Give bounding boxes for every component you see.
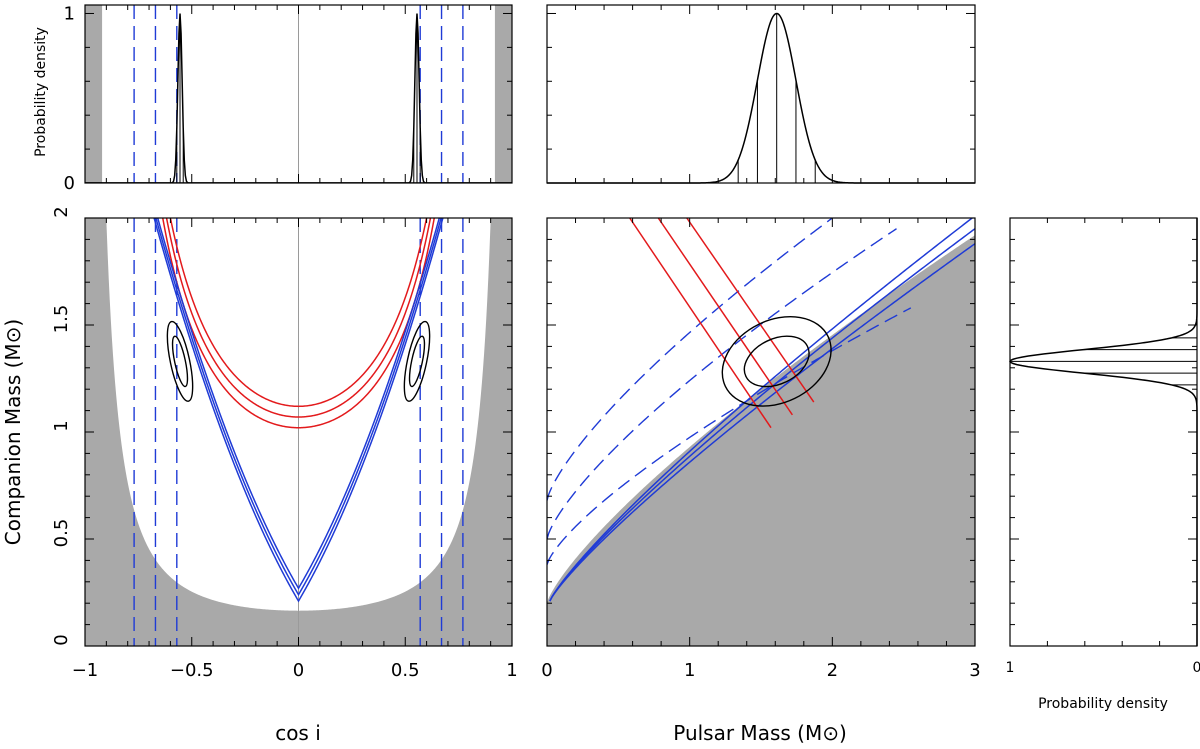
top-left-ylabel: Probability density bbox=[33, 27, 49, 157]
ytick-label: 0 bbox=[64, 173, 75, 194]
xtick-label: 3 bbox=[969, 660, 980, 681]
xtick-label: 2 bbox=[827, 660, 838, 681]
blue-constraint-curve bbox=[156, 218, 441, 590]
right-xlabel: Probability density bbox=[1038, 696, 1168, 712]
ytick-label: 0 bbox=[51, 634, 72, 645]
main-left-xlabel: cos i bbox=[275, 721, 321, 745]
confidence-contour bbox=[171, 335, 189, 388]
confidence-contour bbox=[403, 320, 431, 402]
top-middle-frame bbox=[546, 4, 976, 184]
blue-constraint-curve bbox=[153, 218, 444, 603]
main-left-ylabel: Companion Mass (M⊙) bbox=[1, 319, 25, 545]
excluded-region bbox=[494, 5, 512, 183]
red-constraint-line bbox=[657, 218, 794, 416]
ytick-label: 1.5 bbox=[51, 305, 72, 334]
red-constraint-line bbox=[686, 218, 815, 403]
confidence-contour bbox=[408, 335, 426, 388]
blue-dashed-curve bbox=[547, 218, 833, 501]
excluded-region bbox=[547, 235, 975, 646]
right-frame bbox=[1009, 217, 1198, 647]
xtick-label: 0 bbox=[293, 660, 304, 681]
confidence-contour bbox=[721, 315, 832, 407]
ytick-label: 2 bbox=[51, 206, 72, 217]
panel-top-middle bbox=[546, 4, 976, 184]
main-middle-xlabel: Pulsar Mass (M⊙) bbox=[673, 721, 847, 745]
xtick-label: −0.5 bbox=[170, 660, 214, 681]
red-constraint-curve bbox=[169, 218, 428, 408]
blue-dashed-curve bbox=[547, 307, 912, 565]
confidence-contour bbox=[743, 335, 810, 388]
xtick-label: 0.5 bbox=[391, 660, 420, 681]
ytick-label: 0.5 bbox=[51, 519, 72, 548]
excluded-region bbox=[85, 218, 512, 646]
panel-top-left: 01 bbox=[64, 3, 513, 194]
xtick-label: 1 bbox=[1006, 660, 1015, 676]
xtick-label: 0 bbox=[541, 660, 552, 681]
xtick-label: −1 bbox=[72, 660, 99, 681]
xtick-label: 0 bbox=[1193, 660, 1200, 676]
ytick-label: 1 bbox=[64, 3, 75, 24]
posterior-curve bbox=[547, 12, 975, 184]
panel-main-middle: 0 1 2 3 bbox=[541, 217, 981, 681]
xtick-label: 1 bbox=[506, 660, 517, 681]
main-middle-plot-area bbox=[547, 218, 975, 646]
excluded-region bbox=[85, 5, 103, 183]
panel-main-left: −1 −0.5 0 0.5 1 0 0.5 1 1.5 2 bbox=[51, 206, 518, 681]
confidence-contour bbox=[166, 320, 194, 402]
ytick-label: 1 bbox=[51, 420, 72, 431]
top-left-plot-area bbox=[85, 5, 512, 183]
blue-constraint-line bbox=[549, 228, 975, 602]
xtick-label: 1 bbox=[684, 660, 695, 681]
blue-constraint-line bbox=[549, 243, 975, 602]
posterior-curve bbox=[1009, 218, 1198, 646]
red-constraint-curve bbox=[161, 218, 436, 429]
red-constraint-line bbox=[629, 218, 772, 429]
blue-constraint-line bbox=[549, 218, 973, 602]
red-constraint-curve bbox=[165, 218, 432, 418]
main-left-plot-area bbox=[85, 218, 512, 646]
blue-constraint-curve bbox=[155, 218, 442, 597]
